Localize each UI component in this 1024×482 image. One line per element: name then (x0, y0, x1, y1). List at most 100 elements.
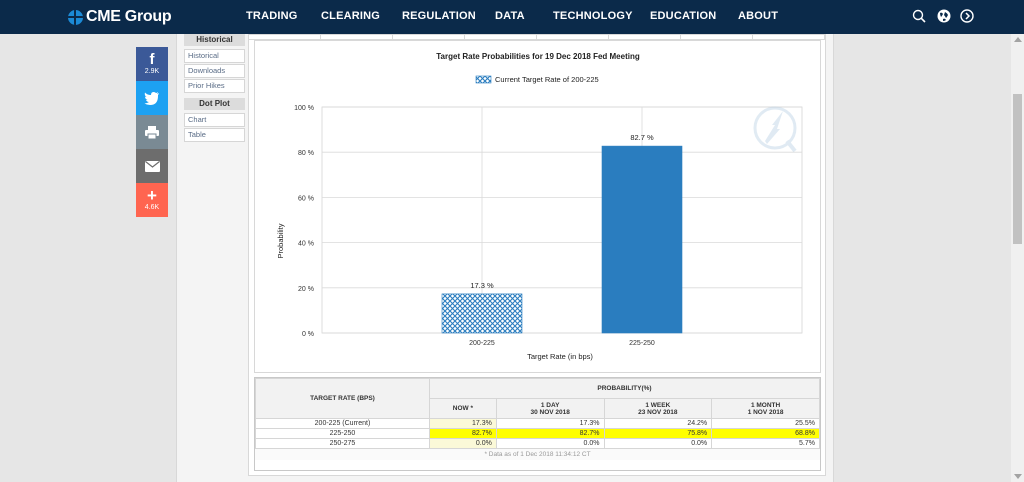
plot-area: 0 % 20 % 40 % 60 % 80 % 100 % 17.3 % 200-225 82.… (294, 105, 803, 347)
sidebar-menu: Historical Historical Downloads Prior Hi… (184, 34, 245, 143)
print-button[interactable] (136, 115, 168, 149)
probability-chart: Target Rate Probabilities for 19 Dec 201… (276, 52, 803, 361)
nav-regulation[interactable]: REGULATION (402, 10, 476, 22)
chart-title: Target Rate Probabilities for 19 Dec 201… (436, 52, 640, 61)
probability-cell: 5.7% (711, 438, 820, 449)
plus-icon: + (147, 186, 157, 205)
print-icon (145, 125, 159, 139)
chart-watermark-icon (753, 106, 797, 153)
subheader-row: NOW * 1 DAY 30 NOV 2018 1 WEEK 23 NOV 2018 1 … (256, 398, 820, 419)
x-tick-label: 225-250 (629, 340, 655, 347)
table-row: 200-225 (Current) 17.3% 17.3% 24.2% 25.5% (255, 418, 820, 429)
email-icon (144, 160, 160, 172)
sidebar-link-downloads[interactable]: Downloads (184, 64, 245, 78)
arrow-circle-icon[interactable] (960, 9, 974, 23)
subheader-cell: 1 DAY 30 NOV 2018 (495, 398, 605, 419)
tab-stub[interactable] (465, 35, 537, 40)
subheader-cell: 1 WEEK 23 NOV 2018 (603, 398, 713, 419)
y-tick-label: 20 % (298, 286, 314, 293)
tab-stub[interactable] (537, 35, 609, 40)
table-row: 225-250 82.7% 82.7% 75.8% 68.8% (255, 428, 820, 439)
social-share-bar: f 2.9K + 4.6K (136, 47, 168, 217)
tab-strip (249, 35, 825, 40)
tab-stub[interactable] (321, 35, 393, 40)
bar-value-label: 82.7 % (630, 133, 654, 142)
bar-200-225 (441, 293, 523, 334)
table-footnote: * Data as of 1 Dec 2018 11:34:12 CT (255, 449, 820, 460)
y-tick-label: 100 % (294, 105, 314, 112)
nav-education[interactable]: EDUCATION (650, 10, 717, 22)
twitter-share-button[interactable] (136, 81, 168, 115)
probability-cell: 0.0% (603, 438, 713, 449)
scroll-down-arrow-icon[interactable] (1014, 474, 1022, 479)
y-tick-label: 80 % (298, 150, 314, 157)
tab-stub[interactable] (681, 35, 753, 40)
nav-about[interactable]: ABOUT (738, 10, 779, 22)
probability-cell: 17.3% (495, 418, 605, 429)
facebook-icon: f (149, 51, 155, 68)
facebook-count: 2.9K (144, 68, 160, 75)
probability-cell: 0.0% (428, 438, 497, 449)
rate-cell: 200-225 (Current) (255, 418, 430, 429)
cme-group-logo[interactable]: CME Group (68, 7, 172, 27)
logo-text: CME Group (86, 8, 172, 25)
col-target-rate: TARGET RATE (BPS) (255, 378, 430, 419)
probability-cell: 24.2% (603, 418, 713, 429)
probability-table: TARGET RATE (BPS) PROBABILITY(%) NOW * 1 … (255, 378, 821, 449)
legend-swatch (475, 75, 492, 84)
globe-icon[interactable] (937, 9, 951, 23)
legend-label: Current Target Rate of 200-225 (495, 75, 599, 84)
sidebar-link-chart[interactable]: Chart (184, 113, 245, 127)
tab-stub[interactable] (609, 35, 681, 40)
facebook-share-button[interactable]: f 2.9K (136, 47, 168, 81)
nav-data[interactable]: DATA (495, 10, 525, 22)
nav-technology[interactable]: TECHNOLOGY (553, 10, 633, 22)
subheader-cell: NOW * (428, 398, 497, 419)
rate-cell: 225-250 (255, 428, 430, 439)
sidebar-link-historical[interactable]: Historical (184, 49, 245, 63)
cme-globe-icon (68, 9, 83, 25)
share-count: 4.6K (144, 204, 160, 211)
y-axis-label: Probability (276, 223, 285, 258)
nav-trading[interactable]: TRADING (246, 10, 298, 22)
bar-value-label: 17.3 % (470, 281, 494, 290)
sidebar-link-prior-hikes[interactable]: Prior Hikes (184, 79, 245, 93)
probability-table-container: TARGET RATE (BPS) PROBABILITY(%) NOW * 1 … (254, 377, 821, 471)
table-row: 250-275 0.0% 0.0% 0.0% 5.7% (255, 438, 820, 449)
sidebar-header-dot-plot: Dot Plot (184, 98, 245, 110)
nav-clearing[interactable]: CLEARING (321, 10, 381, 22)
tab-stub[interactable] (249, 35, 321, 40)
probability-cell: 0.0% (495, 438, 605, 449)
probability-cell: 75.8% (603, 428, 713, 439)
bar-225-250 (601, 145, 683, 334)
table-body: 200-225 (Current) 17.3% 17.3% 24.2% 25.5% 225… (255, 418, 820, 449)
rate-cell: 250-275 (255, 438, 430, 449)
more-share-button[interactable]: + 4.6K (136, 183, 168, 217)
y-tick-label: 0 % (302, 331, 314, 338)
twitter-icon (144, 92, 159, 105)
top-navigation-bar: CME Group TRADING CLEARING REGULATION DA… (0, 0, 1024, 34)
x-axis-label: Target Rate (in bps) (527, 352, 593, 361)
page-scrollbar[interactable] (1011, 34, 1024, 482)
y-tick-label: 40 % (298, 241, 314, 248)
y-tick-label: 60 % (298, 195, 314, 202)
sidebar-link-table[interactable]: Table (184, 128, 245, 142)
probability-cell: 68.8% (711, 428, 820, 439)
tab-stub[interactable] (753, 35, 825, 40)
scroll-thumb[interactable] (1013, 94, 1022, 244)
col-probability: PROBABILITY(%) (428, 378, 821, 399)
chart-legend: Current Target Rate of 200-225 (475, 75, 599, 84)
probability-cell: 17.3% (428, 418, 497, 429)
chart-container: Target Rate Probabilities for 19 Dec 201… (254, 40, 821, 373)
probability-cell: 82.7% (495, 428, 605, 439)
main-content-panel: Target Rate Probabilities for 19 Dec 201… (248, 34, 826, 476)
plot-frame (321, 106, 803, 334)
subheader-cell: 1 MONTH 1 NOV 2018 (711, 398, 820, 419)
probability-cell: 82.7% (428, 428, 497, 439)
scroll-up-arrow-icon[interactable] (1014, 37, 1022, 42)
tab-stub[interactable] (393, 35, 465, 40)
email-share-button[interactable] (136, 149, 168, 183)
search-icon[interactable] (912, 9, 926, 23)
probability-cell: 25.5% (711, 418, 820, 429)
x-tick-label: 200-225 (469, 340, 495, 347)
